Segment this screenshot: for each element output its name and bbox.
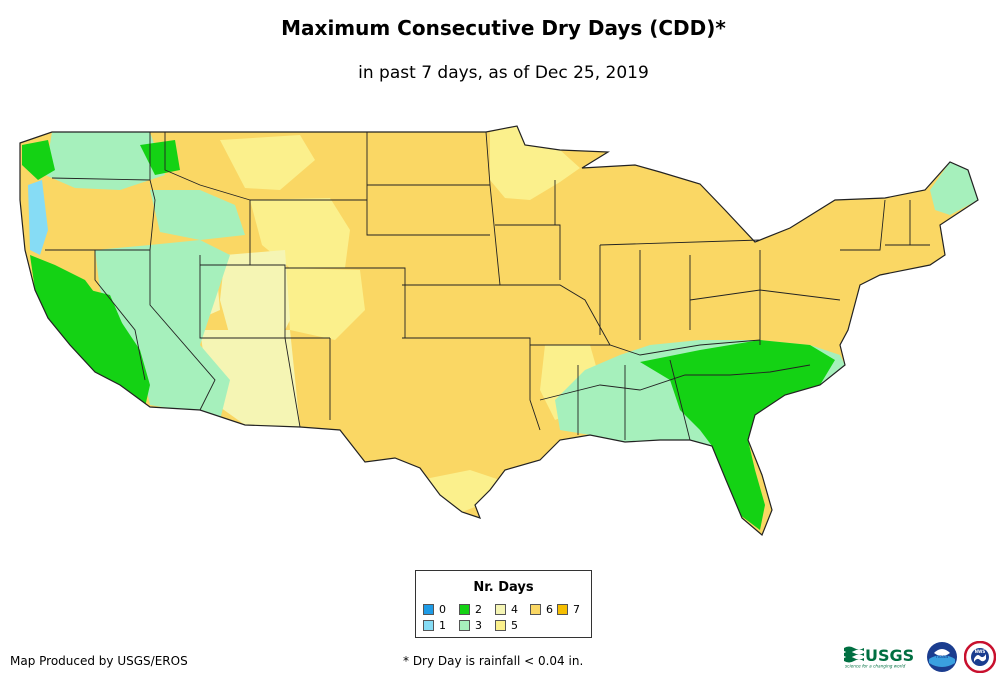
legend-item-2: 2: [459, 603, 482, 616]
noaa-logo: noaa: [927, 642, 957, 672]
legend-label-7: 7: [573, 603, 580, 616]
zone-5days-montana: [220, 135, 315, 190]
legend: Nr. Days 0 1 2 3 4 5 6 7: [415, 570, 592, 638]
legend-label-4: 4: [511, 603, 518, 616]
legend-label-0: 0: [439, 603, 446, 616]
legend-swatch-5: [495, 620, 506, 631]
legend-swatch-0: [423, 604, 434, 615]
usgs-logo-text: USGS: [865, 646, 914, 665]
nws-logo: NWS: [964, 641, 996, 673]
zone-5days-minnesota: [490, 126, 580, 200]
zone-2days-southeast: [640, 340, 835, 530]
legend-item-0: 0: [423, 603, 446, 616]
zone-1day-oregon-coast: [28, 180, 48, 255]
legend-label-6: 6: [546, 603, 553, 616]
legend-label-1: 1: [439, 619, 446, 632]
legend-label-3: 3: [475, 619, 482, 632]
legend-swatch-3: [459, 620, 470, 631]
zone-5days-newmexico: [285, 268, 365, 340]
zone-3days-west: [95, 240, 230, 420]
legend-swatch-2: [459, 604, 470, 615]
map-title: Maximum Consecutive Dry Days (CDD)*: [281, 16, 726, 40]
zone-5days-wyoming: [250, 198, 350, 268]
zone-3days-idaho: [150, 190, 245, 240]
legend-item-1: 1: [423, 619, 446, 632]
noaa-logo-text: noaa: [936, 654, 948, 660]
dry-day-note: * Dry Day is rainfall < 0.04 in.: [403, 654, 584, 668]
legend-item-6: 6: [530, 603, 553, 616]
legend-item-4: 4: [495, 603, 518, 616]
legend-item-5: 5: [495, 619, 518, 632]
map-credit: Map Produced by USGS/EROS: [10, 654, 188, 668]
legend-swatch-6: [530, 604, 541, 615]
legend-swatch-1: [423, 620, 434, 631]
zone-2days-washington: [22, 140, 55, 180]
zone-2days-sierra: [90, 290, 130, 360]
legend-label-5: 5: [511, 619, 518, 632]
zone-4days-arizona: [200, 330, 300, 427]
usgs-tagline: science for a changing world: [845, 664, 906, 669]
legend-label-2: 2: [475, 603, 482, 616]
us-dry-days-map: [19, 125, 979, 536]
legend-title: Nr. Days: [473, 580, 534, 595]
map-subtitle: in past 7 days, as of Dec 25, 2019: [358, 63, 649, 83]
zone-3days-pacific-nw: [45, 132, 165, 190]
zone-3days-maine: [930, 162, 978, 215]
usgs-logo: USGS science for a changing world: [844, 646, 914, 669]
nws-logo-text: NWS: [975, 649, 986, 654]
legend-swatch-4: [495, 604, 506, 615]
legend-swatch-7: [557, 604, 568, 615]
legend-item-3: 3: [459, 619, 482, 632]
state-boundaries: [19, 125, 979, 536]
zone-2days-california: [30, 255, 150, 407]
legend-item-7: 7: [557, 603, 580, 616]
